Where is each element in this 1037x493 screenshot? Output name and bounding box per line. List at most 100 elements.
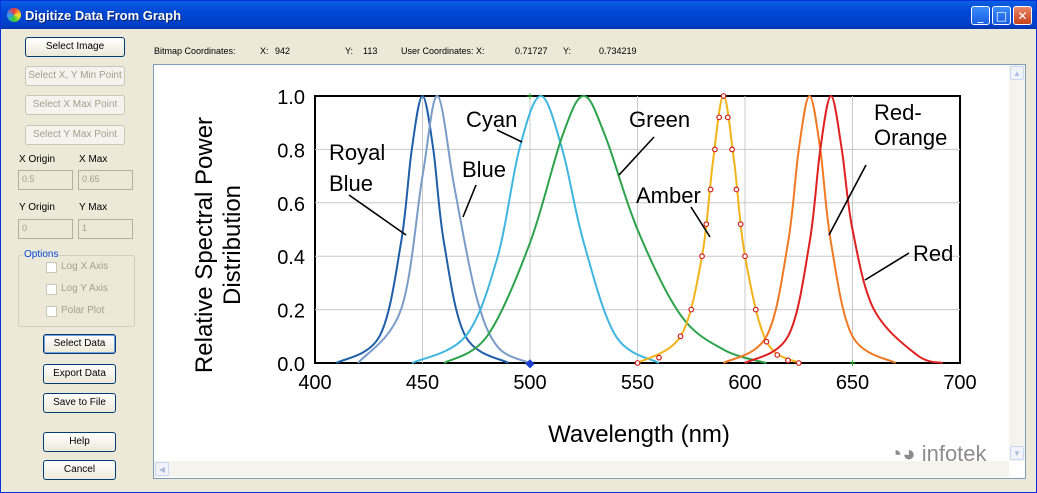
horizontal-scrollbar[interactable]: ◀ [154,461,1009,477]
close-button[interactable]: ✕ [1013,6,1032,25]
x-tick-label: 650 [836,372,869,394]
log-y-label: Log Y Axis [61,283,108,294]
log-x-label: Log X Axis [61,261,109,272]
series-label-leader [690,206,711,238]
x-tick-label: 550 [621,372,654,394]
series-label-leader [864,252,910,281]
curve-blue [357,94,531,364]
polar-plot-checkbox[interactable] [46,306,57,317]
user-coords-label: User Coordinates: X: [401,46,485,56]
watermark: ◔◕ infotek [889,441,987,467]
curve-green [443,94,767,364]
help-button[interactable]: Help [43,432,116,452]
bitmap-y-value: 113 [363,46,378,56]
series-label: Amber [636,183,701,208]
y-max-field[interactable]: 1 [78,219,133,239]
digitized-point [716,114,723,121]
bitmap-x-label: X: [260,46,269,56]
digitized-point [656,354,662,361]
save-to-file-button[interactable]: Save to File [43,393,116,413]
y-tick-label: 0.2 [277,301,305,323]
maximize-button[interactable]: □ [992,6,1011,25]
window-title: Digitize Data From Graph [25,8,182,23]
y-tick-label: 0.6 [277,194,305,216]
cancel-button[interactable]: Cancel [43,460,116,480]
select-x-max-button[interactable]: Select X Max Point [25,95,125,115]
xmax-marker: + [849,356,856,370]
digitized-point [763,338,770,345]
series-label: Orange [874,125,947,150]
x-axis-label: Wavelength (nm) [548,421,730,448]
series-label: Royal [329,140,385,165]
title-bar[interactable]: Digitize Data From Graph _ □ ✕ [1,1,1036,29]
curve-amber [636,94,800,364]
curve-cyan [411,94,660,364]
app-icon [7,8,21,22]
series-label: Green [629,107,690,132]
curve-red-orange [722,94,897,364]
digitized-point [733,186,740,193]
options-title: Options [23,249,60,260]
x-tick-label: 400 [298,372,331,394]
series-label: Red [913,241,953,266]
select-data-button[interactable]: Select Data [43,334,116,354]
scroll-up-arrow[interactable]: ▲ [1010,66,1024,80]
x-max-field[interactable]: 0.65 [78,170,133,190]
digitized-point [707,186,714,193]
y-axis-label-line2: Distribution [219,185,246,305]
y-tick-label: 1.0 [277,87,305,109]
digitized-point [720,93,727,99]
y-max-label: Y Max [79,202,108,213]
y-origin-label: Y Origin [19,202,55,213]
series-label: Cyan [466,107,517,132]
log-y-checkbox[interactable] [46,284,57,295]
user-x-value: 0.71727 [515,46,548,56]
digitized-point [703,221,710,228]
x-tick-label: 600 [728,372,761,394]
series-label: Blue [462,157,506,182]
minimize-button[interactable]: _ [971,6,990,25]
digitized-point [737,221,744,228]
bitmap-coords-label: Bitmap Coordinates: [154,46,236,56]
y-origin-field[interactable]: 0 [18,219,73,239]
user-y-label: Y: [563,46,572,56]
digitized-point [785,357,791,364]
graph-canvas[interactable]: + + ◆ Royal Blue Blue Cyan Green Red- Orange Red A… [153,64,1026,479]
series-label-leader [462,184,477,218]
user-y-value: 0.734219 [599,46,637,56]
spectral-chart[interactable]: + + ◆ Royal Blue Blue Cyan Green Red-Orange Red A… [154,65,1009,461]
series-label-leader [496,129,523,143]
select-xy-min-button[interactable]: Select X, Y Min Point [25,66,125,86]
series-label-leader [618,136,655,176]
watermark-icon: ◔◕ [889,441,916,466]
scroll-down-arrow[interactable]: ▼ [1010,446,1024,460]
digitized-point [634,360,641,366]
digitized-point [677,333,684,340]
digitized-point [752,306,759,313]
y-tick-label: 0.8 [277,140,305,162]
curve-red [744,94,944,364]
series-label: Red- [874,100,922,125]
digitized-point [742,253,748,260]
y-tick-label: 0.0 [277,354,305,376]
x-tick-label: 450 [406,372,439,394]
y-axis-label-line1: Relative Spectral Power [191,117,218,373]
y-tick-label: 0.4 [277,247,305,269]
curve-royal-blue [335,94,510,364]
digitized-point [699,253,705,260]
select-y-max-button[interactable]: Select Y Max Point [25,125,125,145]
x-origin-field[interactable]: 0.5 [18,170,73,190]
options-group [18,255,135,327]
export-data-button[interactable]: Export Data [43,364,116,384]
digitized-point [795,360,802,366]
scroll-left-arrow[interactable]: ◀ [155,462,169,476]
digitized-point [729,146,735,153]
bitmap-x-value: 942 [275,46,291,56]
xmin-marker: + [526,89,533,103]
x-max-label: X Max [79,154,108,165]
select-image-button[interactable]: Select Image [25,37,125,57]
vertical-scrollbar[interactable]: ▲ ▼ [1009,65,1025,461]
series-label: Blue [329,171,373,196]
log-x-checkbox[interactable] [46,262,57,273]
